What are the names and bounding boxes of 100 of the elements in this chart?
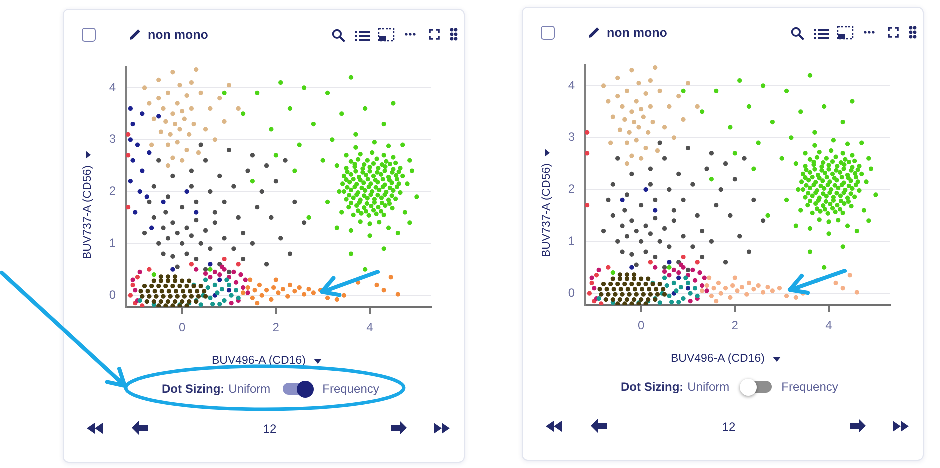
point	[135, 142, 140, 148]
point	[784, 294, 790, 298]
point	[150, 226, 154, 230]
point	[170, 254, 176, 259]
point	[255, 301, 260, 306]
point	[140, 294, 145, 299]
point	[742, 156, 747, 161]
point	[184, 226, 190, 230]
point	[653, 198, 658, 202]
point	[761, 290, 766, 295]
point	[630, 265, 634, 270]
point	[170, 284, 176, 289]
point	[175, 230, 180, 236]
point	[590, 280, 594, 286]
point	[681, 296, 686, 302]
point	[704, 166, 710, 172]
point	[194, 267, 199, 272]
point	[178, 127, 182, 132]
point	[226, 282, 232, 288]
point	[248, 278, 253, 282]
point	[618, 128, 622, 132]
y-tick-label: 3	[109, 132, 116, 146]
point	[681, 117, 686, 122]
point	[189, 184, 194, 189]
text: Dot Sizing:	[621, 379, 684, 395]
point	[732, 177, 738, 182]
point	[709, 151, 714, 156]
point	[146, 289, 150, 294]
point	[630, 218, 634, 224]
point	[166, 300, 171, 304]
point	[203, 267, 208, 272]
point	[278, 236, 284, 241]
point	[229, 301, 234, 306]
y-tick-label: 4	[109, 80, 116, 94]
point	[688, 291, 693, 296]
point	[189, 80, 194, 86]
point	[622, 282, 628, 287]
point	[180, 158, 185, 163]
point	[662, 156, 668, 161]
point	[678, 262, 684, 268]
point	[208, 189, 213, 194]
point	[653, 254, 658, 260]
point	[194, 256, 199, 262]
y-tick-label: 4	[568, 78, 576, 92]
point	[723, 162, 728, 166]
point	[756, 283, 761, 288]
point	[662, 226, 668, 231]
point	[189, 294, 194, 299]
y-tick-label: 2	[568, 182, 576, 196]
point	[226, 83, 232, 88]
point	[695, 213, 700, 218]
point	[203, 158, 208, 163]
point	[198, 241, 204, 246]
point	[222, 256, 227, 262]
point	[192, 122, 196, 127]
point	[220, 264, 224, 270]
point	[653, 216, 658, 221]
point	[196, 294, 202, 299]
point	[592, 286, 597, 291]
point	[166, 164, 171, 168]
text: Uniform	[228, 381, 271, 397]
point	[627, 130, 632, 135]
point	[147, 267, 152, 272]
point	[222, 200, 227, 204]
point	[662, 269, 668, 274]
point	[714, 299, 719, 304]
point	[585, 130, 590, 135]
point	[695, 260, 700, 265]
point	[644, 146, 648, 151]
point	[138, 298, 142, 304]
point	[158, 300, 164, 304]
point	[198, 284, 204, 289]
point	[195, 289, 200, 294]
point	[658, 282, 662, 287]
point	[681, 254, 686, 260]
point	[234, 288, 239, 293]
point	[180, 241, 185, 246]
point	[834, 280, 838, 286]
point	[655, 148, 660, 154]
point	[260, 189, 264, 194]
y-tick-label: 0	[568, 286, 576, 300]
point	[848, 273, 852, 278]
point	[208, 246, 213, 252]
point	[598, 287, 602, 292]
point	[622, 208, 628, 213]
point	[170, 304, 176, 307]
point	[752, 287, 756, 292]
point	[184, 304, 190, 307]
point	[170, 174, 176, 178]
point	[184, 189, 190, 194]
point	[174, 289, 179, 294]
point	[616, 156, 620, 161]
point	[644, 282, 648, 287]
point	[198, 142, 204, 148]
point	[206, 285, 210, 290]
point	[189, 262, 194, 267]
point	[678, 285, 684, 290]
point	[599, 302, 604, 305]
point	[596, 268, 602, 273]
point	[255, 205, 260, 210]
